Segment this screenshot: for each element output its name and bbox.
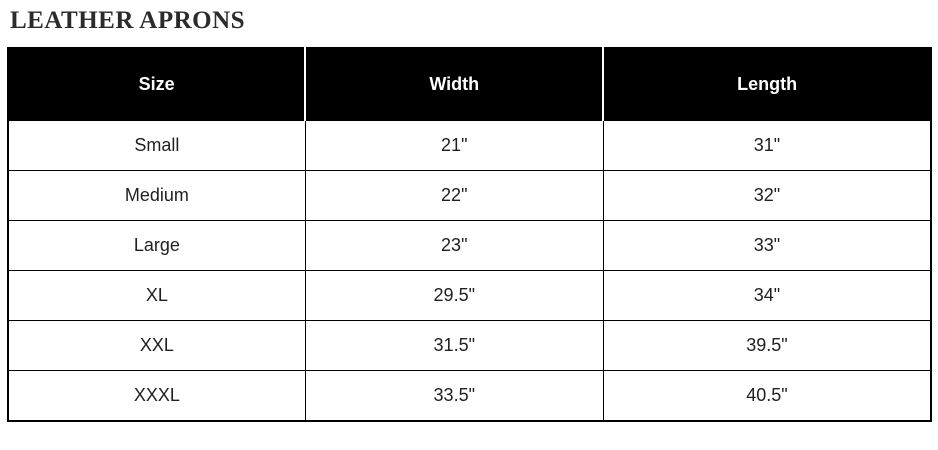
- table-row-xl: XL 29.5" 34": [7, 270, 932, 321]
- cell-size: Large: [7, 220, 306, 271]
- cell-width: 31.5": [304, 320, 604, 371]
- size-chart-table: Size Width Length Small 21" 31" Medium 2…: [7, 46, 932, 422]
- cell-width: 29.5": [304, 270, 604, 321]
- column-header-length: Length: [602, 47, 931, 121]
- page-title: LEATHER APRONS: [10, 7, 246, 34]
- cell-width: 33.5": [304, 370, 604, 421]
- cell-size: XXL: [7, 320, 306, 371]
- cell-width: 23": [304, 220, 604, 271]
- cell-length: 32": [602, 170, 932, 221]
- cell-size: Small: [7, 120, 306, 171]
- table-row-large: Large 23" 33": [7, 220, 932, 271]
- cell-width: 21": [304, 120, 604, 171]
- cell-size: XL: [7, 270, 306, 321]
- table-row-xxl: XXL 31.5" 39.5": [7, 320, 932, 371]
- cell-size: XXXL: [7, 370, 306, 421]
- cell-length: 40.5": [602, 370, 932, 421]
- table-row-medium: Medium 22" 32": [7, 170, 932, 221]
- cell-length: 31": [602, 120, 932, 171]
- table-row-small: Small 21" 31": [7, 120, 932, 171]
- cell-length: 34": [602, 270, 932, 321]
- cell-length: 39.5": [602, 320, 932, 371]
- column-header-size: Size: [8, 47, 306, 121]
- table-row-xxxl: XXXL 33.5" 40.5": [7, 370, 932, 421]
- table-header-row: Size Width Length: [8, 47, 931, 121]
- cell-size: Medium: [7, 170, 306, 221]
- cell-length: 33": [602, 220, 932, 271]
- cell-width: 22": [304, 170, 604, 221]
- column-header-width: Width: [304, 47, 604, 121]
